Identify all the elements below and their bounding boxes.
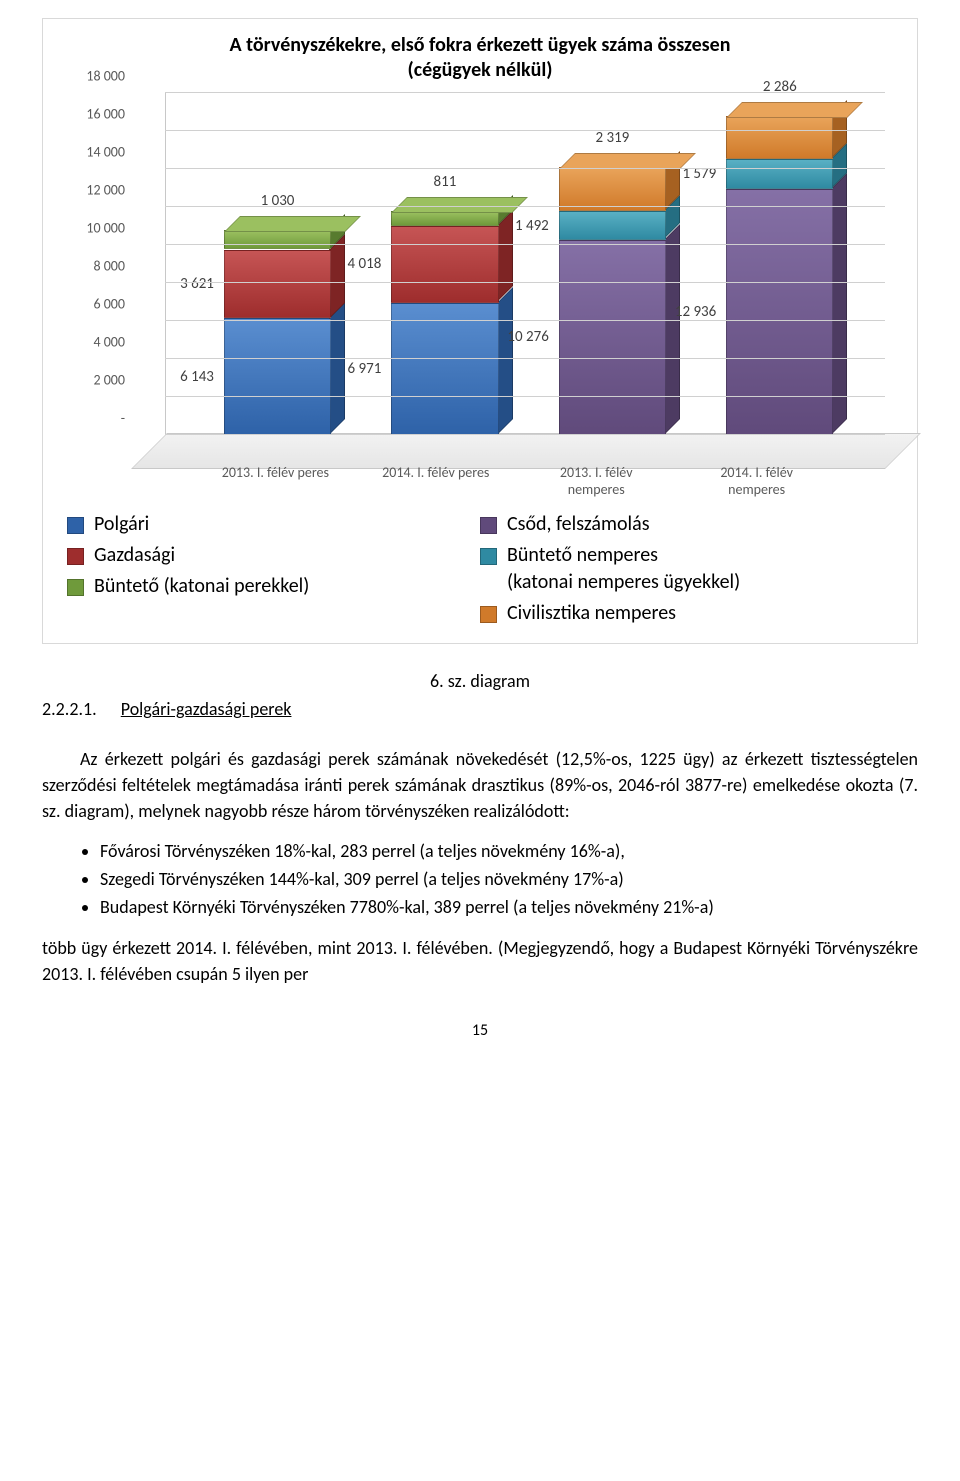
gridline [165,282,885,283]
x-axis-label: 2013. I. félévnemperes [516,465,676,499]
bullet-item: Budapest Környéki Törvényszéken 7780%-ka… [100,894,918,920]
bar-segment: 1 492 [559,211,666,239]
gridline [165,396,885,397]
section-number: 2.2.2.1. [42,698,97,720]
chart-title-line2: (cégügyek nélkül) [408,58,553,82]
legend-col-left: Polgári Gazdasági Büntető (katonai perekke… [67,507,480,631]
legend-label: Gazdasági [94,542,175,569]
legend-item: Csőd, felszámolás [480,511,893,538]
legend-item: Polgári [67,511,480,538]
legend-item: Civilisztika nemperes [480,600,893,627]
chart-title: A törvényszékekre, első fokra érkezett ü… [67,33,893,83]
y-tick-label: 16 000 [67,106,125,123]
legend-item: Büntető nemperes(katonai nemperes ügyekk… [480,542,893,596]
y-tick-label: 18 000 [67,68,125,85]
bar-segment: 811 [391,211,498,226]
gridline [165,320,885,321]
bar-segment-label: 2 286 [763,78,797,96]
bar-segment: 6 143 [224,318,331,435]
legend-label: Polgári [94,511,149,538]
x-axis-label: 2014. I. félévnemperes [676,465,836,499]
gridline [165,92,885,93]
bar-segment-label: 1 030 [261,192,295,210]
bar-segment-label: 2 319 [595,129,629,147]
legend-item: Gazdasági [67,542,480,569]
y-tick-label: 12 000 [67,182,125,199]
y-tick-label: 8 000 [67,258,125,275]
legend-swatch [67,579,84,596]
gridline [165,434,885,435]
body-text: Az érkezett polgári és gazdasági perek s… [42,746,918,987]
bullet-item: Szegedi Törvényszéken 144%-kal, 309 perr… [100,866,918,892]
bar-segment: 10 276 [559,240,666,435]
bar-segment: 6 971 [391,303,498,435]
chart-legend: Polgári Gazdasági Büntető (katonai perekke… [67,507,893,631]
y-tick-label: - [67,410,125,427]
y-tick-label: 10 000 [67,220,125,237]
y-tick-label: 2 000 [67,372,125,389]
section-title: Polgári-gazdasági perek [121,698,292,720]
legend-swatch [480,606,497,623]
y-tick-label: 6 000 [67,296,125,313]
bar-segment-label: 12 936 [675,303,716,321]
chart-title-line1: A törvényszékekre, első fokra érkezett ü… [230,33,731,57]
chart-container: A törvényszékekre, első fokra érkezett ü… [42,18,918,644]
bar-segment: 3 621 [224,250,331,319]
bar-segment-label: 4 018 [348,255,382,273]
page-number: 15 [42,1021,918,1040]
bar-segment-label: 6 971 [348,360,382,378]
gridline [165,206,885,207]
legend-label: Csőd, felszámolás [507,511,650,538]
page-root: A törvényszékekre, első fokra érkezett ü… [0,0,960,1080]
legend-swatch [480,548,497,565]
y-tick-label: 4 000 [67,334,125,351]
bullet-list: Fővárosi Törvényszéken 18%-kal, 283 perr… [42,838,918,920]
legend-label: Büntető nemperes(katonai nemperes ügyekk… [507,542,740,596]
figure-caption: 6. sz. diagram [42,670,918,692]
bar-segment-label: 6 143 [180,368,214,386]
x-axis-label: 2014. I. félév peres [356,465,516,499]
gridline [165,358,885,359]
bar-segment-label: 10 276 [507,328,548,346]
bar-segment-label: 1 492 [515,217,549,235]
legend-label: Büntető (katonai perekkel) [94,573,309,600]
bar-segment: 2 319 [559,167,666,211]
legend-swatch [67,548,84,565]
paragraph-2: több ügy érkezett 2014. I. félévében, mi… [42,935,918,987]
chart-x-labels: 2013. I. félév peres2014. I. félév peres… [165,465,885,499]
legend-swatch [480,517,497,534]
bar-segment: 1 579 [726,159,833,189]
legend-col-right: Csőd, felszámolás Büntető nemperes(katona… [480,507,893,631]
bar-segment: 2 286 [726,116,833,159]
legend-label: Civilisztika nemperes [507,600,676,627]
legend-swatch [67,517,84,534]
gridline [165,244,885,245]
bar-segment: 4 018 [391,226,498,302]
gridline [165,130,885,131]
bar-segment: 12 936 [726,189,833,435]
legend-item: Büntető (katonai perekkel) [67,573,480,600]
bullet-item: Fővárosi Törvényszéken 18%-kal, 283 perr… [100,838,918,864]
y-tick-label: 14 000 [67,144,125,161]
paragraph-1: Az érkezett polgári és gazdasági perek s… [42,746,918,824]
section-heading: 2.2.2.1. Polgári-gazdasági perek [42,698,918,720]
bar-segment-label: 811 [434,173,457,191]
x-axis-label: 2013. I. félév peres [195,465,355,499]
chart-plot-area: 6 1433 6211 0306 9714 01881110 2761 4922… [131,93,885,493]
bar-segment: 1 030 [224,230,331,250]
gridline [165,168,885,169]
bar-segment-label: 3 621 [180,275,214,293]
